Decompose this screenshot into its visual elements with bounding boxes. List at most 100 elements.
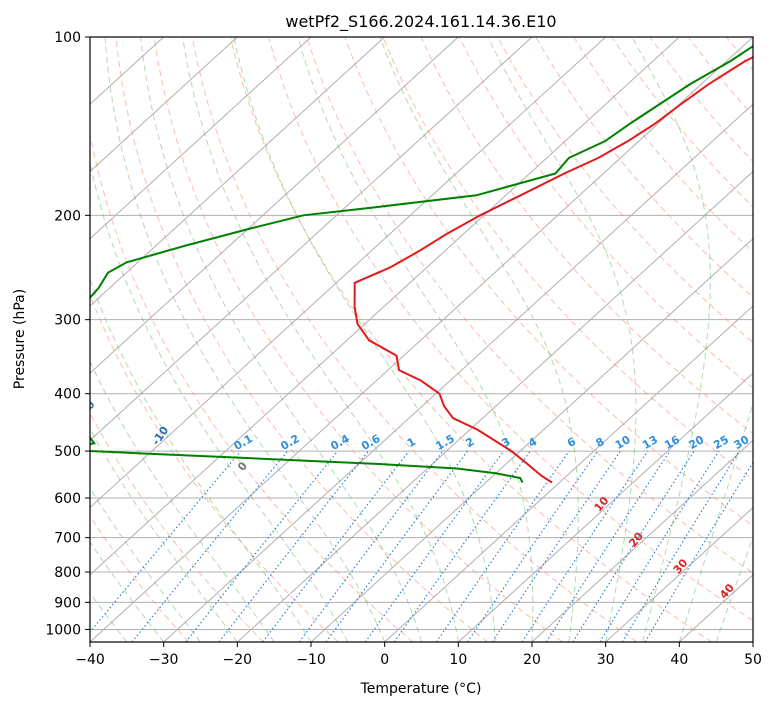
mixing-ratio-line xyxy=(325,450,468,642)
x-tick-label: 50 xyxy=(744,652,762,668)
dewpoint-profile-line xyxy=(90,45,753,483)
x-tick-label: 0 xyxy=(380,652,389,668)
moist-adiabat-line xyxy=(715,535,753,642)
temperature-profile-line xyxy=(353,55,753,484)
dry-adiabat-line xyxy=(765,37,775,642)
isotherm-line xyxy=(605,506,753,642)
x-tick-label: 40 xyxy=(670,652,688,668)
dry-adiabat-line xyxy=(191,37,638,642)
x-tick-label: 30 xyxy=(597,652,615,668)
mixing-ratio-label: 0.6 xyxy=(359,432,383,453)
moist-adiabat-line xyxy=(182,37,459,642)
dry-adiabat-line xyxy=(382,37,753,481)
mixing-ratio-label: 1 xyxy=(405,435,418,450)
isotherm-line xyxy=(90,37,238,173)
dry-adiabat-line xyxy=(420,37,753,435)
moist-adiabat-line xyxy=(379,37,579,642)
mixing-ratio-line xyxy=(521,450,649,642)
mixing-ratio-label: 0.4 xyxy=(328,432,352,453)
dry-adiabat-line xyxy=(229,37,712,642)
mixing-ratio-label: 25 xyxy=(711,433,731,452)
mixing-ratio-label: 4 xyxy=(526,435,539,450)
dry-adiabat-line xyxy=(687,37,753,117)
x-tick-label: −30 xyxy=(149,652,179,668)
moist-adiabat-line xyxy=(487,37,637,642)
isotherm-line xyxy=(90,37,386,307)
isotherm-line xyxy=(457,372,753,642)
isotherm-line xyxy=(236,170,753,642)
dry-adiabat-line xyxy=(649,37,753,163)
moist-adiabat-line xyxy=(90,541,165,642)
mixing-ratio-line xyxy=(364,450,505,642)
y-tick-label: 300 xyxy=(54,313,81,329)
dry-adiabat-line xyxy=(611,37,753,208)
y-tick-label: 600 xyxy=(54,491,81,507)
mixing-ratio-label: 0.1 xyxy=(232,432,255,453)
isotherm-line xyxy=(90,37,607,509)
moist-adiabat-label: 40 xyxy=(717,581,737,601)
mixing-ratio-line xyxy=(435,450,570,642)
x-tick-label: −20 xyxy=(223,652,253,668)
mixing-ratio-label: 10 xyxy=(613,433,633,452)
mixing-ratio-line xyxy=(90,450,242,633)
dry-adiabat-label: 0 xyxy=(235,459,250,473)
dry-adiabat-line xyxy=(90,515,190,642)
dry-adiabat-line xyxy=(153,37,563,642)
mixing-ratio-label: 2 xyxy=(463,435,476,450)
mixing-ratio-label: 0.2 xyxy=(278,432,301,453)
isotherm-line xyxy=(90,37,680,576)
mixing-ratio-label: 30 xyxy=(732,433,752,452)
mixing-ratio-line xyxy=(572,450,695,642)
mixing-ratio-line xyxy=(491,450,621,642)
dry-adiabat-line xyxy=(115,37,488,642)
moist-adiabat-label: 30 xyxy=(671,556,691,576)
dry-adiabat-line xyxy=(306,37,753,574)
moist-adiabat-line xyxy=(90,160,349,642)
y-tick-label: 1000 xyxy=(45,622,81,638)
mixing-ratio-label: 8 xyxy=(594,435,607,450)
chart-title: wetPf2_S166.2024.161.14.36.E10 xyxy=(285,12,556,32)
mixing-ratio-line xyxy=(185,450,339,642)
x-tick-label: 20 xyxy=(523,652,541,668)
y-tick-label: 100 xyxy=(54,30,81,46)
moist-adiabat-label: 10 xyxy=(592,494,612,514)
moist-adiabat-line xyxy=(752,640,753,642)
moist-adiabat-line xyxy=(631,37,711,642)
y-tick-label: 700 xyxy=(54,531,81,547)
isotherm-line xyxy=(90,37,459,374)
mixing-ratio-label: 20 xyxy=(687,433,707,452)
mixing-ratio-label: 36 xyxy=(752,433,772,452)
dry-adiabat-line xyxy=(535,37,753,298)
isotherm-line xyxy=(90,37,753,642)
moist-adiabat-line xyxy=(104,37,386,642)
mixing-ratio-label: 3 xyxy=(500,435,513,450)
dry-adiabat-line xyxy=(344,37,753,527)
isotherm-line xyxy=(384,305,753,642)
dry-adiabat-line xyxy=(496,37,753,344)
mixing-ratio-label: 13 xyxy=(640,433,660,452)
mixing-ratio-label: 16 xyxy=(662,433,682,452)
mixing-ratio-label: 6 xyxy=(565,435,578,450)
mixing-ratio-label: 1.5 xyxy=(433,432,456,453)
moist-adiabat-line xyxy=(678,401,753,642)
x-tick-label: −40 xyxy=(75,652,105,668)
isotherm-line xyxy=(531,439,753,642)
y-tick-label: 900 xyxy=(54,595,81,611)
moist-adiabat-line xyxy=(297,37,534,642)
x-axis-title: Temperature (°C) xyxy=(360,681,482,697)
plot-frame xyxy=(89,36,754,643)
moist-adiabat-line xyxy=(233,37,496,642)
x-axis-ticks: −40 −30 −20 −10 0 10 20 30 40 50 xyxy=(75,642,762,668)
y-tick-label: 400 xyxy=(54,387,81,403)
moist-adiabat-line xyxy=(90,278,312,642)
mixing-ratio-line xyxy=(545,450,671,642)
dry-adiabat-line xyxy=(573,37,753,253)
dry-adiabat-label: -10 xyxy=(149,424,171,448)
mixing-ratio-line xyxy=(599,450,720,642)
moist-adiabat-line xyxy=(140,37,422,642)
isotherm-line xyxy=(90,37,533,442)
y-tick-label: 500 xyxy=(54,444,81,460)
mixing-ratio-line xyxy=(621,450,740,642)
dry-adiabat-label: -20 xyxy=(76,398,98,422)
